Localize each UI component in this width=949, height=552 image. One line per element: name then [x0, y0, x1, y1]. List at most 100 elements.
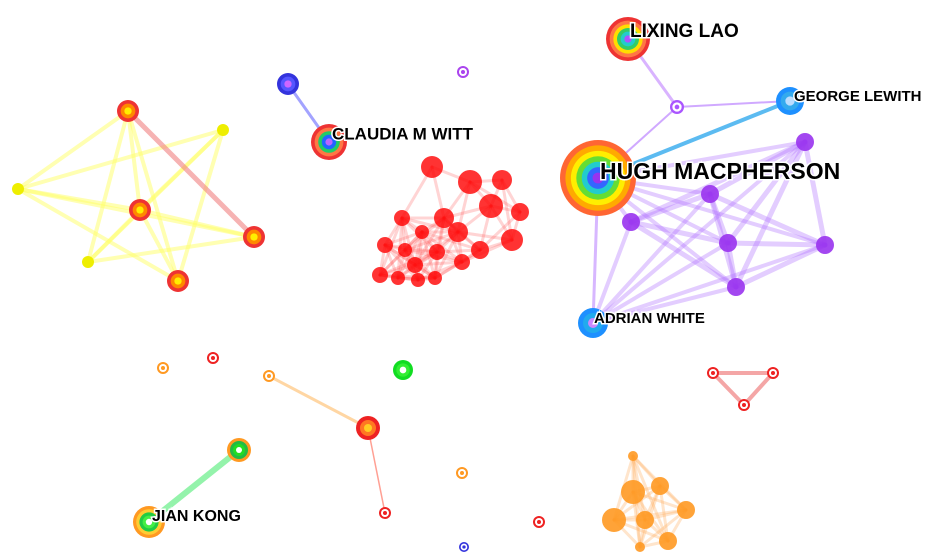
- node: [383, 511, 387, 515]
- node: [719, 234, 737, 252]
- node: [492, 170, 512, 190]
- edge: [126, 109, 142, 212]
- node: [462, 545, 466, 549]
- node: [211, 356, 215, 360]
- node: [429, 244, 445, 260]
- node: [479, 194, 503, 218]
- node: [284, 80, 292, 88]
- node: [161, 366, 165, 370]
- node: [236, 447, 242, 453]
- edge: [733, 242, 828, 290]
- node: [588, 318, 598, 328]
- edge: [146, 447, 242, 525]
- node: [454, 254, 470, 270]
- node: [636, 511, 654, 529]
- node-label: GEORGE LEWITH: [794, 88, 922, 105]
- edge: [596, 176, 827, 247]
- node: [136, 206, 144, 214]
- node: [742, 403, 746, 407]
- edge: [707, 191, 828, 248]
- edge: [733, 139, 808, 290]
- labels: LIXING LAO GEORGE LEWITH CLAUDIA M WITT …: [151, 20, 924, 527]
- edge: [591, 243, 827, 325]
- node: [82, 256, 94, 268]
- edge: [725, 139, 808, 246]
- edge: [125, 108, 257, 240]
- node: [511, 203, 529, 221]
- edge: [16, 187, 180, 283]
- edge: [628, 191, 713, 225]
- edge: [676, 100, 791, 108]
- node: [372, 267, 388, 283]
- node: [421, 156, 443, 178]
- node: [677, 501, 695, 519]
- edge: [658, 484, 670, 543]
- node: [651, 477, 669, 495]
- node: [250, 233, 258, 241]
- node: [624, 35, 632, 43]
- node: [816, 236, 834, 254]
- node: [394, 210, 410, 226]
- edge: [591, 241, 730, 325]
- node: [471, 241, 489, 259]
- edge: [126, 109, 180, 283]
- edge: [383, 243, 420, 282]
- edge: [367, 427, 386, 514]
- node: [659, 532, 677, 550]
- node: [501, 229, 523, 251]
- node: [796, 133, 814, 151]
- edge: [631, 454, 670, 543]
- edge: [742, 371, 775, 407]
- node: [415, 225, 429, 239]
- edge: [420, 230, 482, 252]
- node: [602, 508, 626, 532]
- node: [325, 138, 333, 146]
- edge: [267, 374, 370, 430]
- node: [217, 124, 229, 136]
- node: [635, 542, 645, 552]
- edge: [638, 508, 688, 549]
- edge: [86, 208, 142, 264]
- edges: [16, 37, 828, 549]
- edge: [16, 128, 225, 191]
- edge: [707, 139, 808, 197]
- node: [460, 471, 464, 475]
- edge: [591, 192, 712, 325]
- edge: [591, 285, 738, 325]
- node: [364, 424, 372, 432]
- node: [411, 273, 425, 287]
- node: [12, 183, 24, 195]
- node: [622, 213, 640, 231]
- edge: [725, 240, 828, 248]
- edge: [628, 219, 731, 246]
- node: [428, 271, 442, 285]
- edge: [86, 235, 256, 264]
- edge: [176, 128, 225, 283]
- edge: [478, 210, 522, 252]
- node: [785, 96, 795, 106]
- node-label: JIAN KONG: [152, 508, 241, 525]
- edge: [400, 216, 417, 267]
- node: [267, 374, 271, 378]
- edge: [16, 109, 130, 191]
- node: [434, 208, 454, 228]
- node: [461, 70, 465, 74]
- node: [448, 222, 468, 242]
- node: [674, 104, 680, 110]
- node: [145, 518, 153, 526]
- node: [174, 277, 182, 285]
- node: [592, 172, 604, 184]
- node: [391, 271, 405, 285]
- node: [711, 371, 715, 375]
- edge: [378, 273, 437, 280]
- node: [701, 185, 719, 203]
- edge: [138, 208, 180, 283]
- node: [124, 107, 132, 115]
- edge: [420, 230, 437, 280]
- edge: [628, 139, 808, 225]
- node: [621, 480, 645, 504]
- node: [771, 371, 775, 375]
- nodes: [12, 17, 834, 552]
- node-label: ADRIAN WHITE: [594, 310, 705, 327]
